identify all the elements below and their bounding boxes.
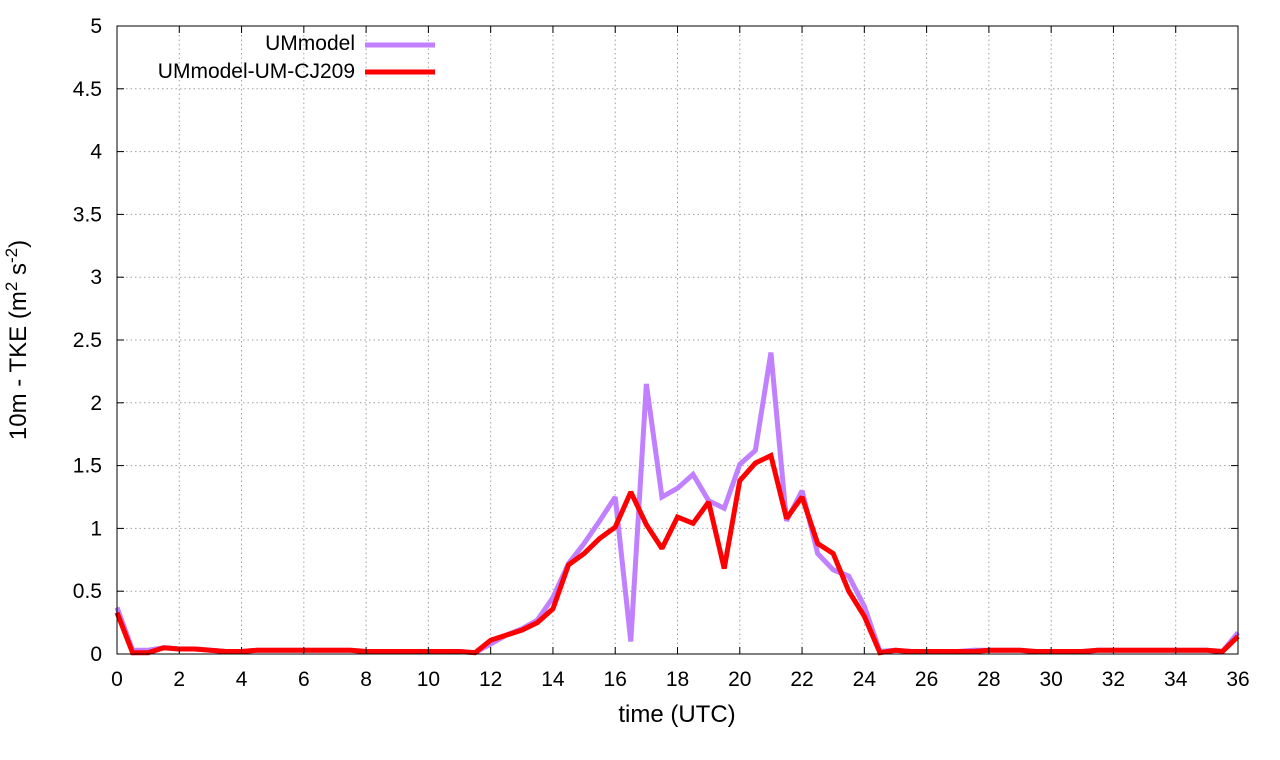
x-tick-label: 24 xyxy=(853,668,877,691)
x-tick-label: 20 xyxy=(728,668,751,691)
x-tick-label: 12 xyxy=(479,668,502,691)
y-axis-title-sup1: 2 xyxy=(2,282,21,291)
x-tick-label: 14 xyxy=(541,668,565,691)
x-axis-title: time (UTC) xyxy=(618,701,735,728)
x-tick-label: 8 xyxy=(360,668,372,691)
y-tick-label: 4 xyxy=(90,141,102,164)
x-tick-label: 30 xyxy=(1039,668,1062,691)
y-axis-title-close: ) xyxy=(5,240,32,248)
x-tick-label: 6 xyxy=(298,668,310,691)
x-tick-label: 18 xyxy=(666,668,689,691)
x-tick-label: 28 xyxy=(977,668,1000,691)
y-tick-label: 2.5 xyxy=(73,329,102,352)
x-tick-label: 22 xyxy=(790,668,813,691)
y-tick-label: 3 xyxy=(90,266,102,289)
y-tick-label: 0.5 xyxy=(73,580,102,603)
y-tick-label: 0 xyxy=(90,643,102,666)
y-axis-title-sup2: -2 xyxy=(2,248,21,263)
x-tick-label: 4 xyxy=(236,668,248,691)
legend-label-ummodel: UMmodel xyxy=(265,32,355,55)
x-tick-label: 0 xyxy=(111,668,123,691)
y-tick-label: 3.5 xyxy=(73,203,102,226)
y-tick-label: 1.5 xyxy=(73,455,102,478)
y-tick-label: 2 xyxy=(90,392,102,415)
x-tick-label: 16 xyxy=(604,668,627,691)
x-tick-label: 32 xyxy=(1102,668,1125,691)
x-tick-label: 10 xyxy=(417,668,440,691)
legend: UMmodel UMmodel-UM-CJ209 xyxy=(158,32,435,83)
axis-ticks xyxy=(116,25,1239,655)
x-tick-label: 34 xyxy=(1164,668,1188,691)
x-tick-label: 2 xyxy=(173,668,185,691)
x-tick-label: 36 xyxy=(1226,668,1249,691)
y-tick-labels: 0 0.5 1 1.5 2 2.5 3 3.5 4 4.5 5 xyxy=(73,15,103,666)
x-tick-labels: 0 2 4 6 8 10 12 14 16 18 20 22 24 26 28 30 32 34 36 xyxy=(111,668,1250,691)
plot-frame xyxy=(116,25,1239,655)
grid-lines xyxy=(117,26,1238,654)
y-tick-label: 5 xyxy=(90,15,102,38)
y-axis-title-mid: s xyxy=(5,263,32,282)
x-tick-label: 26 xyxy=(915,668,938,691)
y-axis-title-main: 10m - TKE (m xyxy=(5,291,32,440)
y-tick-label: 4.5 xyxy=(73,78,102,101)
y-axis-title: 10m - TKE (m2 s-2) xyxy=(2,240,32,440)
y-tick-label: 1 xyxy=(90,517,102,540)
legend-label-ummodel-um-cj209: UMmodel-UM-CJ209 xyxy=(158,60,355,83)
